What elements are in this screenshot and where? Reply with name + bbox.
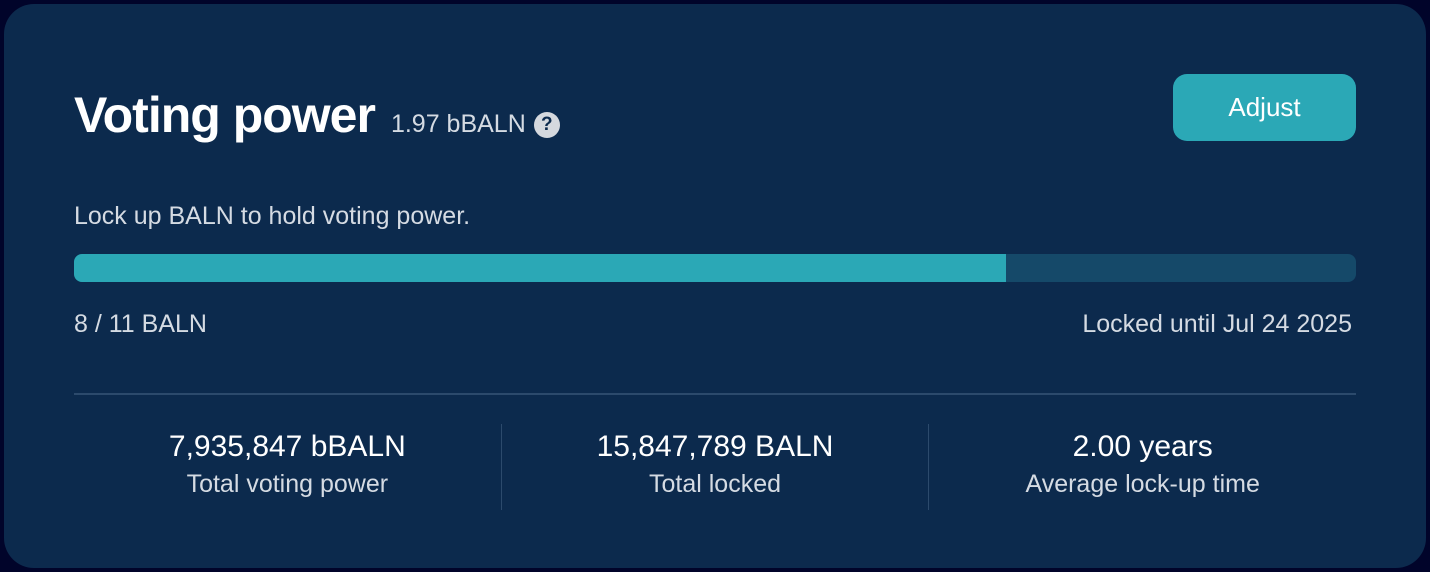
locked-amount: 8 / 11 BALN xyxy=(74,310,207,338)
stat-label: Average lock-up time xyxy=(1025,470,1260,498)
voting-power-balance: 1.97 bBALN ? xyxy=(391,110,560,139)
divider xyxy=(74,393,1356,395)
balance-value: 1.97 bBALN xyxy=(390,110,526,138)
voting-power-card: Voting power 1.97 bBALN ? Adjust Lock up… xyxy=(4,4,1426,568)
lock-progress-bar xyxy=(74,254,1356,282)
lock-progress-fill xyxy=(74,254,1006,282)
stat-value: 2.00 years xyxy=(1072,430,1213,463)
locked-until: Locked until Jul 24 2025 xyxy=(1082,310,1352,338)
header: Voting power 1.97 bBALN ? xyxy=(74,86,560,144)
description: Lock up BALN to hold voting power. xyxy=(74,202,471,230)
stat-label: Total locked xyxy=(648,470,782,498)
stat-value: 7,935,847 bBALN xyxy=(168,430,406,463)
stat-label: Total voting power xyxy=(186,470,389,498)
stat-value: 15,847,789 BALN xyxy=(596,430,834,463)
question-circle-icon[interactable]: ? xyxy=(533,111,560,138)
stat-total-voting-power: 7,935,847 bBALN Total voting power xyxy=(74,424,501,510)
page-title: Voting power xyxy=(74,87,376,143)
adjust-button[interactable]: Adjust xyxy=(1173,74,1356,141)
stat-total-locked: 15,847,789 BALN Total locked xyxy=(500,424,929,510)
stats-row: 7,935,847 bBALN Total voting power 15,84… xyxy=(74,424,1356,510)
stat-average-lockup: 2.00 years Average lock-up time xyxy=(928,424,1356,510)
